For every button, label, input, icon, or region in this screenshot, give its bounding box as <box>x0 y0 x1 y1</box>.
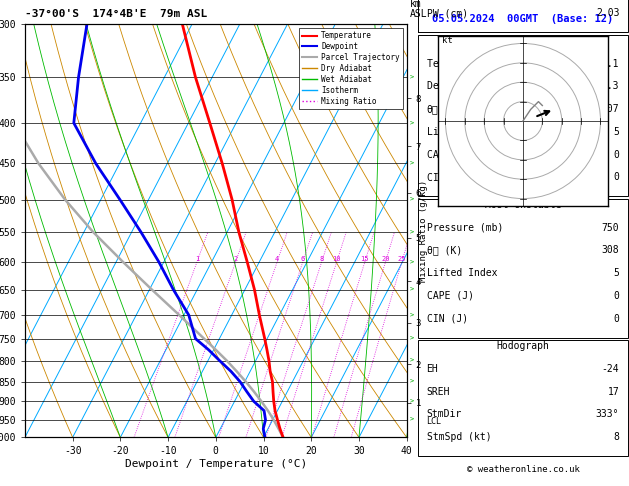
Text: 17: 17 <box>608 386 620 397</box>
Text: 15: 15 <box>360 256 369 262</box>
Text: SREH: SREH <box>426 386 450 397</box>
Text: Surface: Surface <box>503 36 543 46</box>
Text: 2.03: 2.03 <box>596 8 620 18</box>
Text: km
ASL: km ASL <box>410 0 428 19</box>
Text: θᴇ(K): θᴇ(K) <box>426 104 456 114</box>
Text: Lifted Index: Lifted Index <box>426 127 497 137</box>
Text: 2: 2 <box>233 256 238 262</box>
X-axis label: Dewpoint / Temperature (°C): Dewpoint / Temperature (°C) <box>125 459 307 469</box>
Text: >: > <box>410 259 414 265</box>
Text: θᴇ (K): θᴇ (K) <box>426 245 462 256</box>
Text: -37°00'S  174°4B'E  79m ASL: -37°00'S 174°4B'E 79m ASL <box>25 9 207 19</box>
Text: 1: 1 <box>195 256 199 262</box>
Bar <box>418 35 628 196</box>
Bar <box>418 340 628 456</box>
Text: CIN (J): CIN (J) <box>426 313 467 324</box>
Text: >: > <box>410 74 414 80</box>
Text: >: > <box>410 398 414 404</box>
Text: 750: 750 <box>602 223 620 233</box>
Text: >: > <box>410 336 414 342</box>
Text: 25: 25 <box>398 256 406 262</box>
Text: Temp (°C): Temp (°C) <box>426 59 479 69</box>
Text: CAPE (J): CAPE (J) <box>426 291 474 301</box>
Text: 10.3: 10.3 <box>596 82 620 91</box>
Text: 0: 0 <box>613 291 620 301</box>
Text: 8: 8 <box>613 432 620 442</box>
Text: 14.1: 14.1 <box>596 59 620 69</box>
Text: >: > <box>410 312 414 318</box>
Legend: Temperature, Dewpoint, Parcel Trajectory, Dry Adiabat, Wet Adiabat, Isotherm, Mi: Temperature, Dewpoint, Parcel Trajectory… <box>299 28 403 109</box>
Text: Hodograph: Hodograph <box>496 341 549 351</box>
Text: >: > <box>410 358 414 364</box>
Text: >: > <box>410 379 414 384</box>
Text: >: > <box>410 229 414 235</box>
Text: 308: 308 <box>602 245 620 256</box>
Text: StmSpd (kt): StmSpd (kt) <box>426 432 491 442</box>
Text: 333°: 333° <box>596 409 620 419</box>
Text: 05.05.2024  00GMT  (Base: 12): 05.05.2024 00GMT (Base: 12) <box>432 15 613 24</box>
Text: kt: kt <box>442 36 452 46</box>
Text: 10: 10 <box>332 256 341 262</box>
Bar <box>418 199 628 338</box>
Text: CIN (J): CIN (J) <box>426 173 467 182</box>
Text: Pressure (mb): Pressure (mb) <box>426 223 503 233</box>
Text: >: > <box>410 160 414 166</box>
Text: >: > <box>410 196 414 203</box>
Text: Most Unstable: Most Unstable <box>485 200 561 210</box>
Text: CAPE (J): CAPE (J) <box>426 150 474 160</box>
Text: Mixing Ratio (g/kg): Mixing Ratio (g/kg) <box>419 180 428 282</box>
Text: StmDir: StmDir <box>426 409 462 419</box>
Text: 6: 6 <box>301 256 305 262</box>
Text: PW (cm): PW (cm) <box>426 8 467 18</box>
Text: © weatheronline.co.uk: © weatheronline.co.uk <box>467 465 579 474</box>
Text: >: > <box>410 287 414 293</box>
Text: -24: -24 <box>602 364 620 374</box>
Text: 5: 5 <box>613 127 620 137</box>
Text: LCL: LCL <box>426 417 441 426</box>
Text: 20: 20 <box>381 256 389 262</box>
Text: Dewp (°C): Dewp (°C) <box>426 82 479 91</box>
Text: 4: 4 <box>275 256 279 262</box>
Text: 5: 5 <box>613 268 620 278</box>
Text: 0: 0 <box>613 313 620 324</box>
Text: 8: 8 <box>320 256 324 262</box>
Text: EH: EH <box>426 364 438 374</box>
Text: 307: 307 <box>602 104 620 114</box>
Bar <box>418 0 628 33</box>
Text: 0: 0 <box>613 150 620 160</box>
Text: >: > <box>410 120 414 126</box>
Text: >: > <box>410 417 414 423</box>
Text: Lifted Index: Lifted Index <box>426 268 497 278</box>
Text: 0: 0 <box>613 173 620 182</box>
